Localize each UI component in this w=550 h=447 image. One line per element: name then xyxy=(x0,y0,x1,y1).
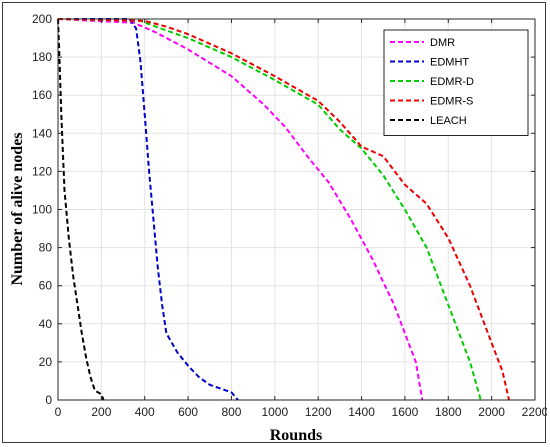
y-tick-label: 200 xyxy=(32,12,52,26)
tick-labels: 0 200 400 600 800 1000 1200 1400 1600 1800 2000 220… xyxy=(32,12,547,419)
legend-box xyxy=(383,29,529,136)
series-line-dmr xyxy=(57,18,424,401)
x-tick-label: 200 xyxy=(91,405,111,419)
x-axis-label: Rounds xyxy=(270,427,322,444)
y-tick-label: 60 xyxy=(39,279,53,293)
legend-label: LEACH xyxy=(430,115,467,127)
series-line-edmht xyxy=(58,18,239,401)
chart-frame: 0 200 400 600 800 1000 1200 1400 1600 1800 2000 220… xyxy=(2,2,547,444)
legend-label: EDMR-S xyxy=(430,96,473,108)
legend: DMR EDMHT EDMR-D EDMR-S LEACH xyxy=(383,29,529,136)
legend-label: EDMR-D xyxy=(430,76,474,88)
legend-label: DMR xyxy=(430,37,455,49)
y-tick-label: 80 xyxy=(39,241,53,255)
x-tick-label: 600 xyxy=(178,405,198,419)
y-tick-label: 160 xyxy=(32,88,52,102)
x-tick-label: 2000 xyxy=(478,405,505,419)
y-tick-label: 180 xyxy=(32,50,52,64)
x-tick-label: 2200 xyxy=(522,405,547,419)
series-lines xyxy=(57,18,510,401)
line-chart: 0 200 400 600 800 1000 1200 1400 1600 1800 2000 220… xyxy=(9,12,547,444)
x-tick-label: 400 xyxy=(135,405,155,419)
x-tick-label: 800 xyxy=(221,405,241,419)
x-tick-label: 1400 xyxy=(348,405,375,419)
legend-label: EDMHT xyxy=(430,57,469,69)
x-tick-label: 0 xyxy=(55,405,62,419)
x-tick-label: 1000 xyxy=(261,405,288,419)
x-tick-label: 1600 xyxy=(392,405,419,419)
series-line-edmr-d xyxy=(57,18,482,401)
y-tick-label: 140 xyxy=(32,126,52,140)
series-line-edmr-s xyxy=(57,18,510,401)
y-axis-label: Number of alive nodes xyxy=(9,132,26,285)
y-tick-label: 20 xyxy=(39,355,53,369)
x-tick-label: 1800 xyxy=(435,405,462,419)
y-tick-label: 100 xyxy=(32,203,52,217)
y-tick-label: 40 xyxy=(39,317,53,331)
y-tick-label: 0 xyxy=(45,393,52,407)
x-tick-label: 1200 xyxy=(305,405,332,419)
y-tick-label: 120 xyxy=(32,164,52,178)
